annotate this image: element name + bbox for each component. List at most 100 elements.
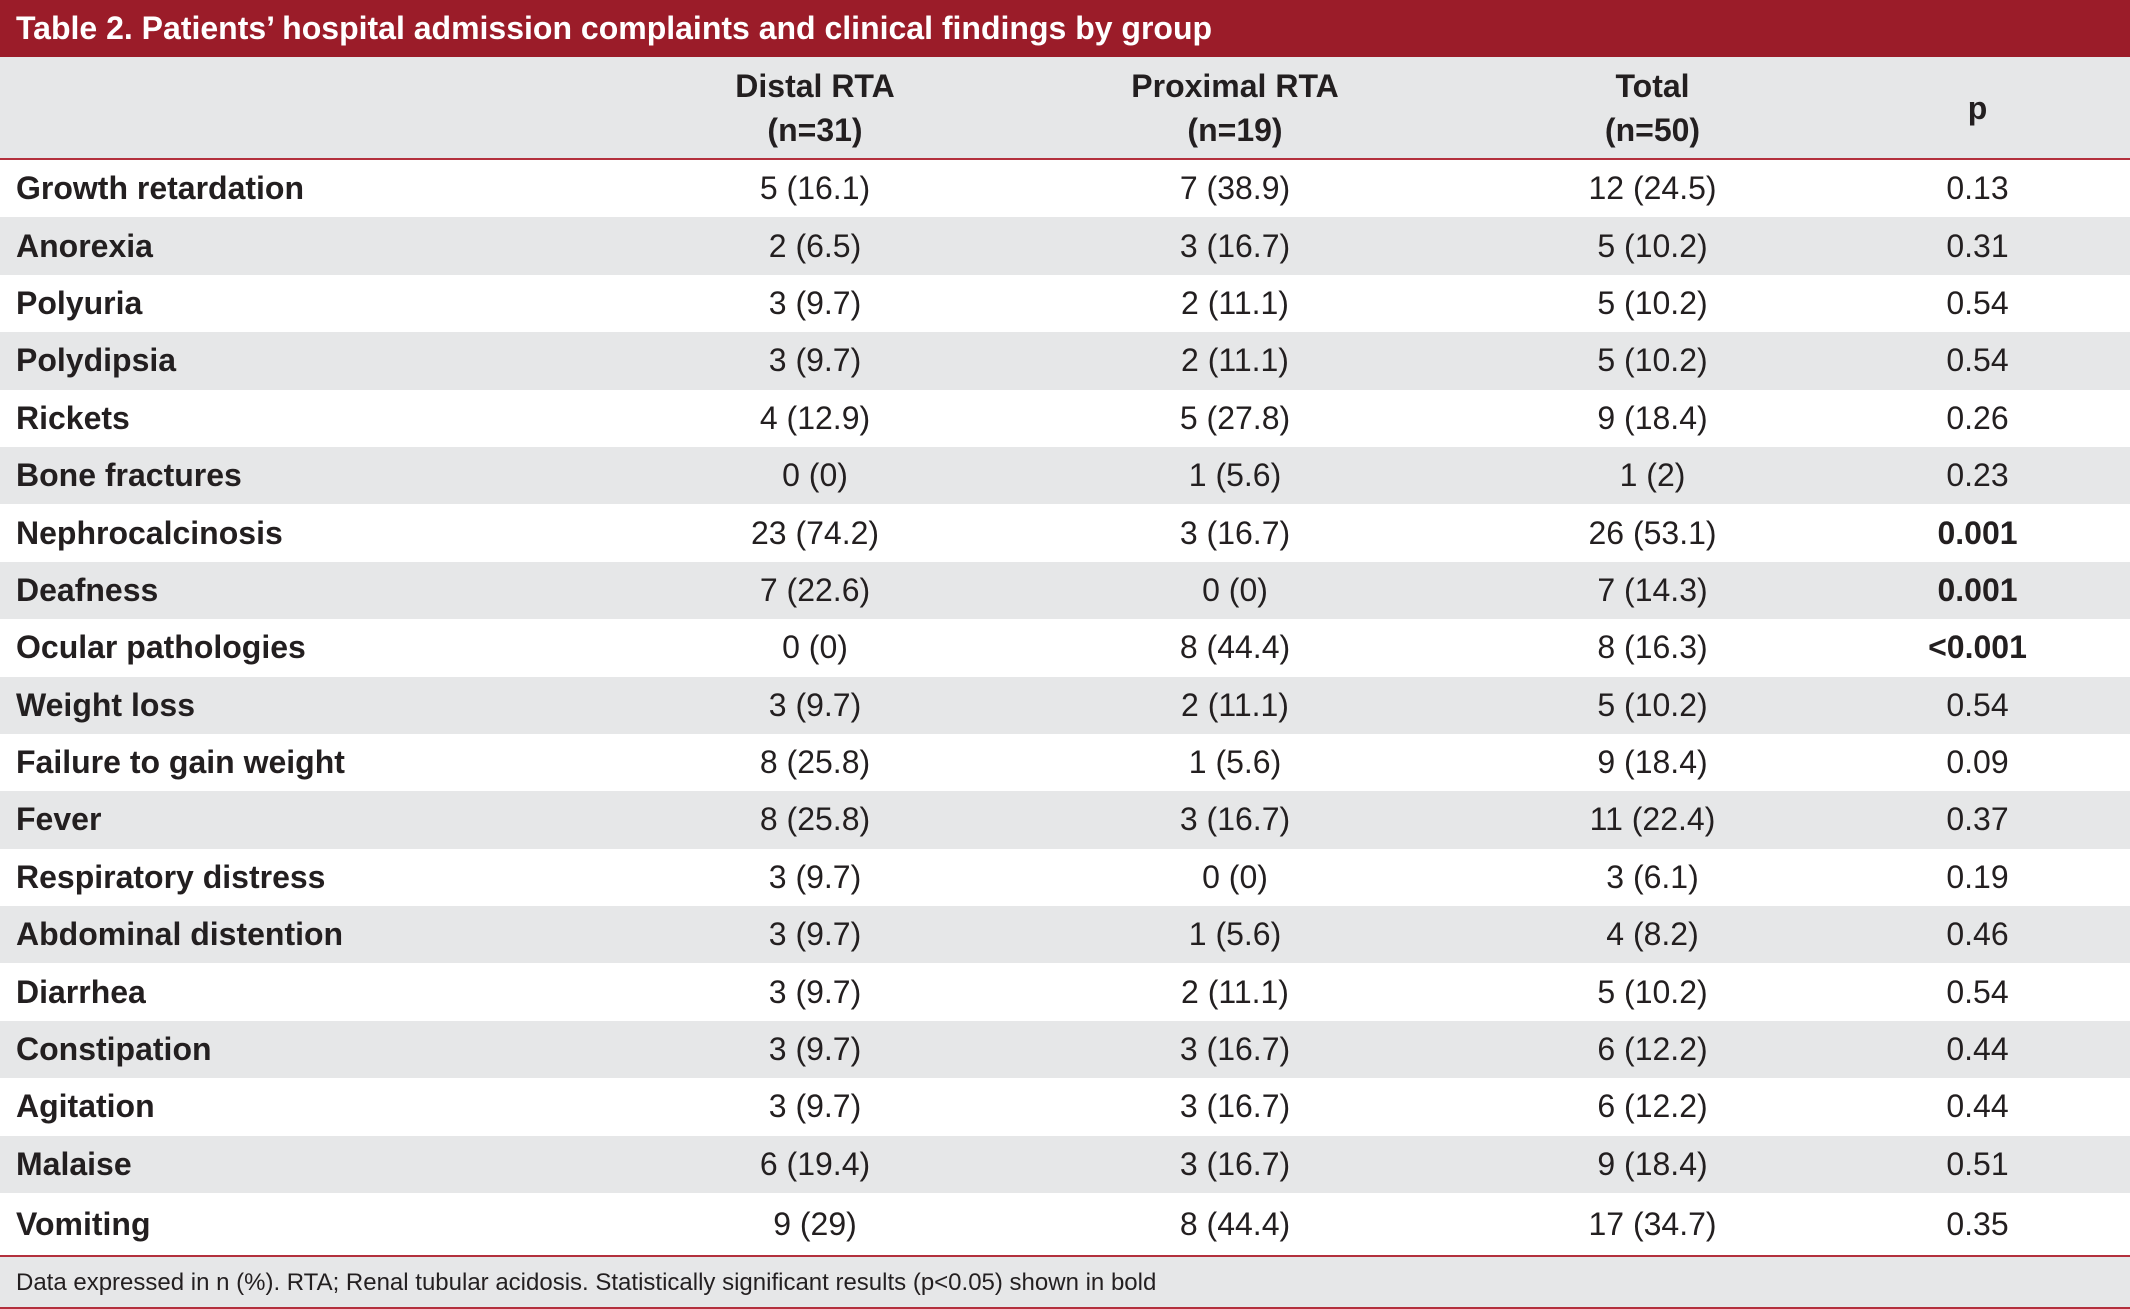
table-row: Malaise 6 (19.4) 3 (16.7) 9 (18.4) 0.51 (0, 1135, 2130, 1194)
table-row: Constipation 3 (9.7) 3 (16.7) 6 (12.2) 0.44 (0, 1020, 2130, 1079)
cell-total: 1 (2) (1480, 446, 1825, 505)
header-label-column (0, 57, 640, 160)
row-label: Malaise (0, 1135, 640, 1194)
table-row: Deafness 7 (22.6) 0 (0) 7 (14.3) 0.001 (0, 561, 2130, 620)
cell-p-value: 0.26 (1825, 389, 2130, 447)
cell-total: 12 (24.5) (1480, 159, 1825, 218)
cell-distal-rta: 8 (25.8) (640, 791, 990, 849)
cell-distal-rta: 3 (9.7) (640, 848, 990, 907)
table-row: Anorexia 2 (6.5) 3 (16.7) 5 (10.2) 0.31 (0, 217, 2130, 275)
cell-total: 11 (22.4) (1480, 791, 1825, 849)
table-row: Weight loss 3 (9.7) 2 (11.1) 5 (10.2) 0.54 (0, 676, 2130, 734)
cell-proximal-rta: 3 (16.7) (990, 1078, 1480, 1136)
table-row: Agitation 3 (9.7) 3 (16.7) 6 (12.2) 0.44 (0, 1078, 2130, 1136)
cell-total: 8 (16.3) (1480, 619, 1825, 677)
row-label: Vomiting (0, 1193, 640, 1256)
header-p-name: p (1967, 89, 1988, 126)
cell-total: 7 (14.3) (1480, 561, 1825, 620)
cell-distal-rta: 7 (22.6) (640, 561, 990, 620)
cell-distal-rta: 3 (9.7) (640, 274, 990, 333)
cell-total: 9 (18.4) (1480, 389, 1825, 447)
cell-p-value: <0.001 (1825, 619, 2130, 677)
row-label: Respiratory distress (0, 848, 640, 907)
row-label: Rickets (0, 389, 640, 447)
header-proximal-name: Proximal RTA (1131, 67, 1339, 104)
cell-p-value: 0.001 (1825, 504, 2130, 562)
row-label: Abdominal distention (0, 906, 640, 964)
cell-p-value: 0.31 (1825, 217, 2130, 275)
cell-p-value: 0.46 (1825, 906, 2130, 964)
cell-total: 5 (10.2) (1480, 676, 1825, 734)
table-row: Abdominal distention 3 (9.7) 1 (5.6) 4 (8.2… (0, 906, 2130, 964)
cell-proximal-rta: 3 (16.7) (990, 1020, 1480, 1079)
header-distal-count: (n=31) (767, 111, 863, 148)
row-label: Agitation (0, 1078, 640, 1136)
cell-total: 6 (12.2) (1480, 1078, 1825, 1136)
cell-p-value: 0.44 (1825, 1078, 2130, 1136)
cell-p-value: 0.51 (1825, 1135, 2130, 1194)
row-label: Fever (0, 791, 640, 849)
cell-distal-rta: 2 (6.5) (640, 217, 990, 275)
table-row: Diarrhea 3 (9.7) 2 (11.1) 5 (10.2) 0.54 (0, 963, 2130, 1021)
table-row: Growth retardation 5 (16.1) 7 (38.9) 12 (24… (0, 159, 2130, 218)
table-row: Respiratory distress 3 (9.7) 0 (0) 3 (6.1) 0… (0, 848, 2130, 907)
table-row: Fever 8 (25.8) 3 (16.7) 11 (22.4) 0.37 (0, 791, 2130, 849)
table-row: Failure to gain weight 8 (25.8) 1 (5.6) 9 (… (0, 733, 2130, 792)
row-label: Failure to gain weight (0, 733, 640, 792)
row-label: Nephrocalcinosis (0, 504, 640, 562)
cell-proximal-rta: 2 (11.1) (990, 274, 1480, 333)
table-row: Rickets 4 (12.9) 5 (27.8) 9 (18.4) 0.26 (0, 389, 2130, 447)
cell-proximal-rta: 8 (44.4) (990, 619, 1480, 677)
header-distal-name: Distal RTA (735, 67, 895, 104)
cell-total: 9 (18.4) (1480, 733, 1825, 792)
cell-p-value: 0.37 (1825, 791, 2130, 849)
row-label: Polyuria (0, 274, 640, 333)
cell-total: 5 (10.2) (1480, 217, 1825, 275)
cell-proximal-rta: 8 (44.4) (990, 1193, 1480, 1256)
cell-distal-rta: 3 (9.7) (640, 332, 990, 390)
cell-proximal-rta: 3 (16.7) (990, 217, 1480, 275)
cell-total: 9 (18.4) (1480, 1135, 1825, 1194)
cell-distal-rta: 3 (9.7) (640, 676, 990, 734)
cell-p-value: 0.54 (1825, 676, 2130, 734)
table-row: Bone fractures 0 (0) 1 (5.6) 1 (2) 0.23 (0, 446, 2130, 505)
cell-total: 6 (12.2) (1480, 1020, 1825, 1079)
table-row: Vomiting 9 (29) 8 (44.4) 17 (34.7) 0.35 (0, 1193, 2130, 1256)
row-label: Diarrhea (0, 963, 640, 1021)
cell-p-value: 0.44 (1825, 1020, 2130, 1079)
cell-total: 5 (10.2) (1480, 963, 1825, 1021)
row-label: Weight loss (0, 676, 640, 734)
table-row: Polyuria 3 (9.7) 2 (11.1) 5 (10.2) 0.54 (0, 274, 2130, 333)
cell-p-value: 0.54 (1825, 274, 2130, 333)
header-proximal-rta: Proximal RTA (n=19) (990, 57, 1480, 160)
table-footnote: Data expressed in n (%). RTA; Renal tubu… (0, 1255, 2130, 1308)
row-label: Anorexia (0, 217, 640, 275)
cell-p-value: 0.35 (1825, 1193, 2130, 1256)
row-label: Growth retardation (0, 159, 640, 218)
cell-distal-rta: 6 (19.4) (640, 1135, 990, 1194)
table-title: Table 2. Patients’ hospital admission co… (0, 0, 2130, 57)
cell-total: 17 (34.7) (1480, 1193, 1825, 1256)
row-label: Bone fractures (0, 446, 640, 505)
cell-proximal-rta: 0 (0) (990, 848, 1480, 907)
cell-distal-rta: 0 (0) (640, 446, 990, 505)
cell-distal-rta: 3 (9.7) (640, 906, 990, 964)
header-total: Total (n=50) (1480, 57, 1825, 160)
cell-distal-rta: 0 (0) (640, 619, 990, 677)
cell-p-value: 0.19 (1825, 848, 2130, 907)
table-row: Ocular pathologies 0 (0) 8 (44.4) 8 (16.3) <… (0, 619, 2130, 677)
cell-p-value: 0.13 (1825, 159, 2130, 218)
header-p-value: p (1825, 57, 2130, 160)
cell-proximal-rta: 2 (11.1) (990, 332, 1480, 390)
cell-p-value: 0.54 (1825, 332, 2130, 390)
cell-p-value: 0.23 (1825, 446, 2130, 505)
header-total-count: (n=50) (1604, 111, 1701, 148)
row-label: Ocular pathologies (0, 619, 640, 677)
data-table: Distal RTA (n=31) Proximal RTA (n=19) To… (0, 57, 2130, 1256)
cell-distal-rta: 3 (9.7) (640, 1020, 990, 1079)
table-row: Nephrocalcinosis 23 (74.2) 3 (16.7) 26 (53.… (0, 504, 2130, 562)
header-row: Distal RTA (n=31) Proximal RTA (n=19) To… (0, 57, 2130, 160)
header-proximal-count: (n=19) (1187, 111, 1283, 148)
cell-p-value: 0.54 (1825, 963, 2130, 1021)
cell-proximal-rta: 1 (5.6) (990, 906, 1480, 964)
